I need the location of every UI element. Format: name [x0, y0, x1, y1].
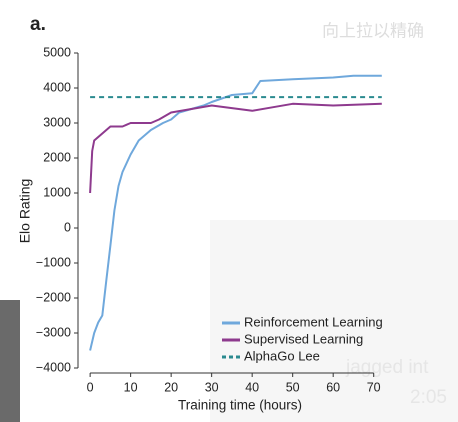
x-tick-label: 30 [205, 380, 219, 394]
series-line [89, 102, 382, 194]
x-tick-label: 70 [367, 380, 381, 394]
x-tick-label: 20 [164, 380, 178, 394]
legend-label: AlphaGo Lee [244, 348, 320, 363]
overlay-text: jagged int [345, 357, 429, 378]
y-tick-label: 0 [64, 220, 71, 234]
y-tick-label: 4000 [43, 80, 71, 94]
legend-label: Supervised Learning [244, 331, 363, 346]
y-tick-label: −4000 [36, 360, 71, 374]
overlay-text: 2:05 [410, 387, 447, 408]
overlay-text: 向上拉以精确 [322, 21, 424, 40]
legend-label: Reinforcement Learning [244, 314, 383, 329]
y-tick-label: −1000 [36, 255, 71, 269]
panel-label: a. [30, 14, 46, 35]
y-tick-label: −3000 [36, 325, 71, 339]
y-tick-label: −2000 [36, 290, 71, 304]
y-axis-label: Elo Rating [17, 179, 33, 244]
y-tick-label: 5000 [43, 45, 71, 59]
y-tick-label: 1000 [43, 185, 71, 199]
x-tick-label: 40 [245, 380, 259, 394]
video-edge [0, 300, 20, 422]
y-tick-label: 2000 [43, 150, 71, 164]
x-tick-label: 60 [326, 380, 340, 394]
x-axis-label: Training time (hours) [178, 398, 302, 413]
x-tick-label: 0 [87, 380, 94, 394]
series-line [89, 74, 382, 351]
y-tick-label: 3000 [43, 115, 71, 129]
overlay-panel [210, 220, 458, 422]
x-tick-label: 10 [124, 380, 138, 394]
x-tick-label: 50 [286, 380, 300, 394]
